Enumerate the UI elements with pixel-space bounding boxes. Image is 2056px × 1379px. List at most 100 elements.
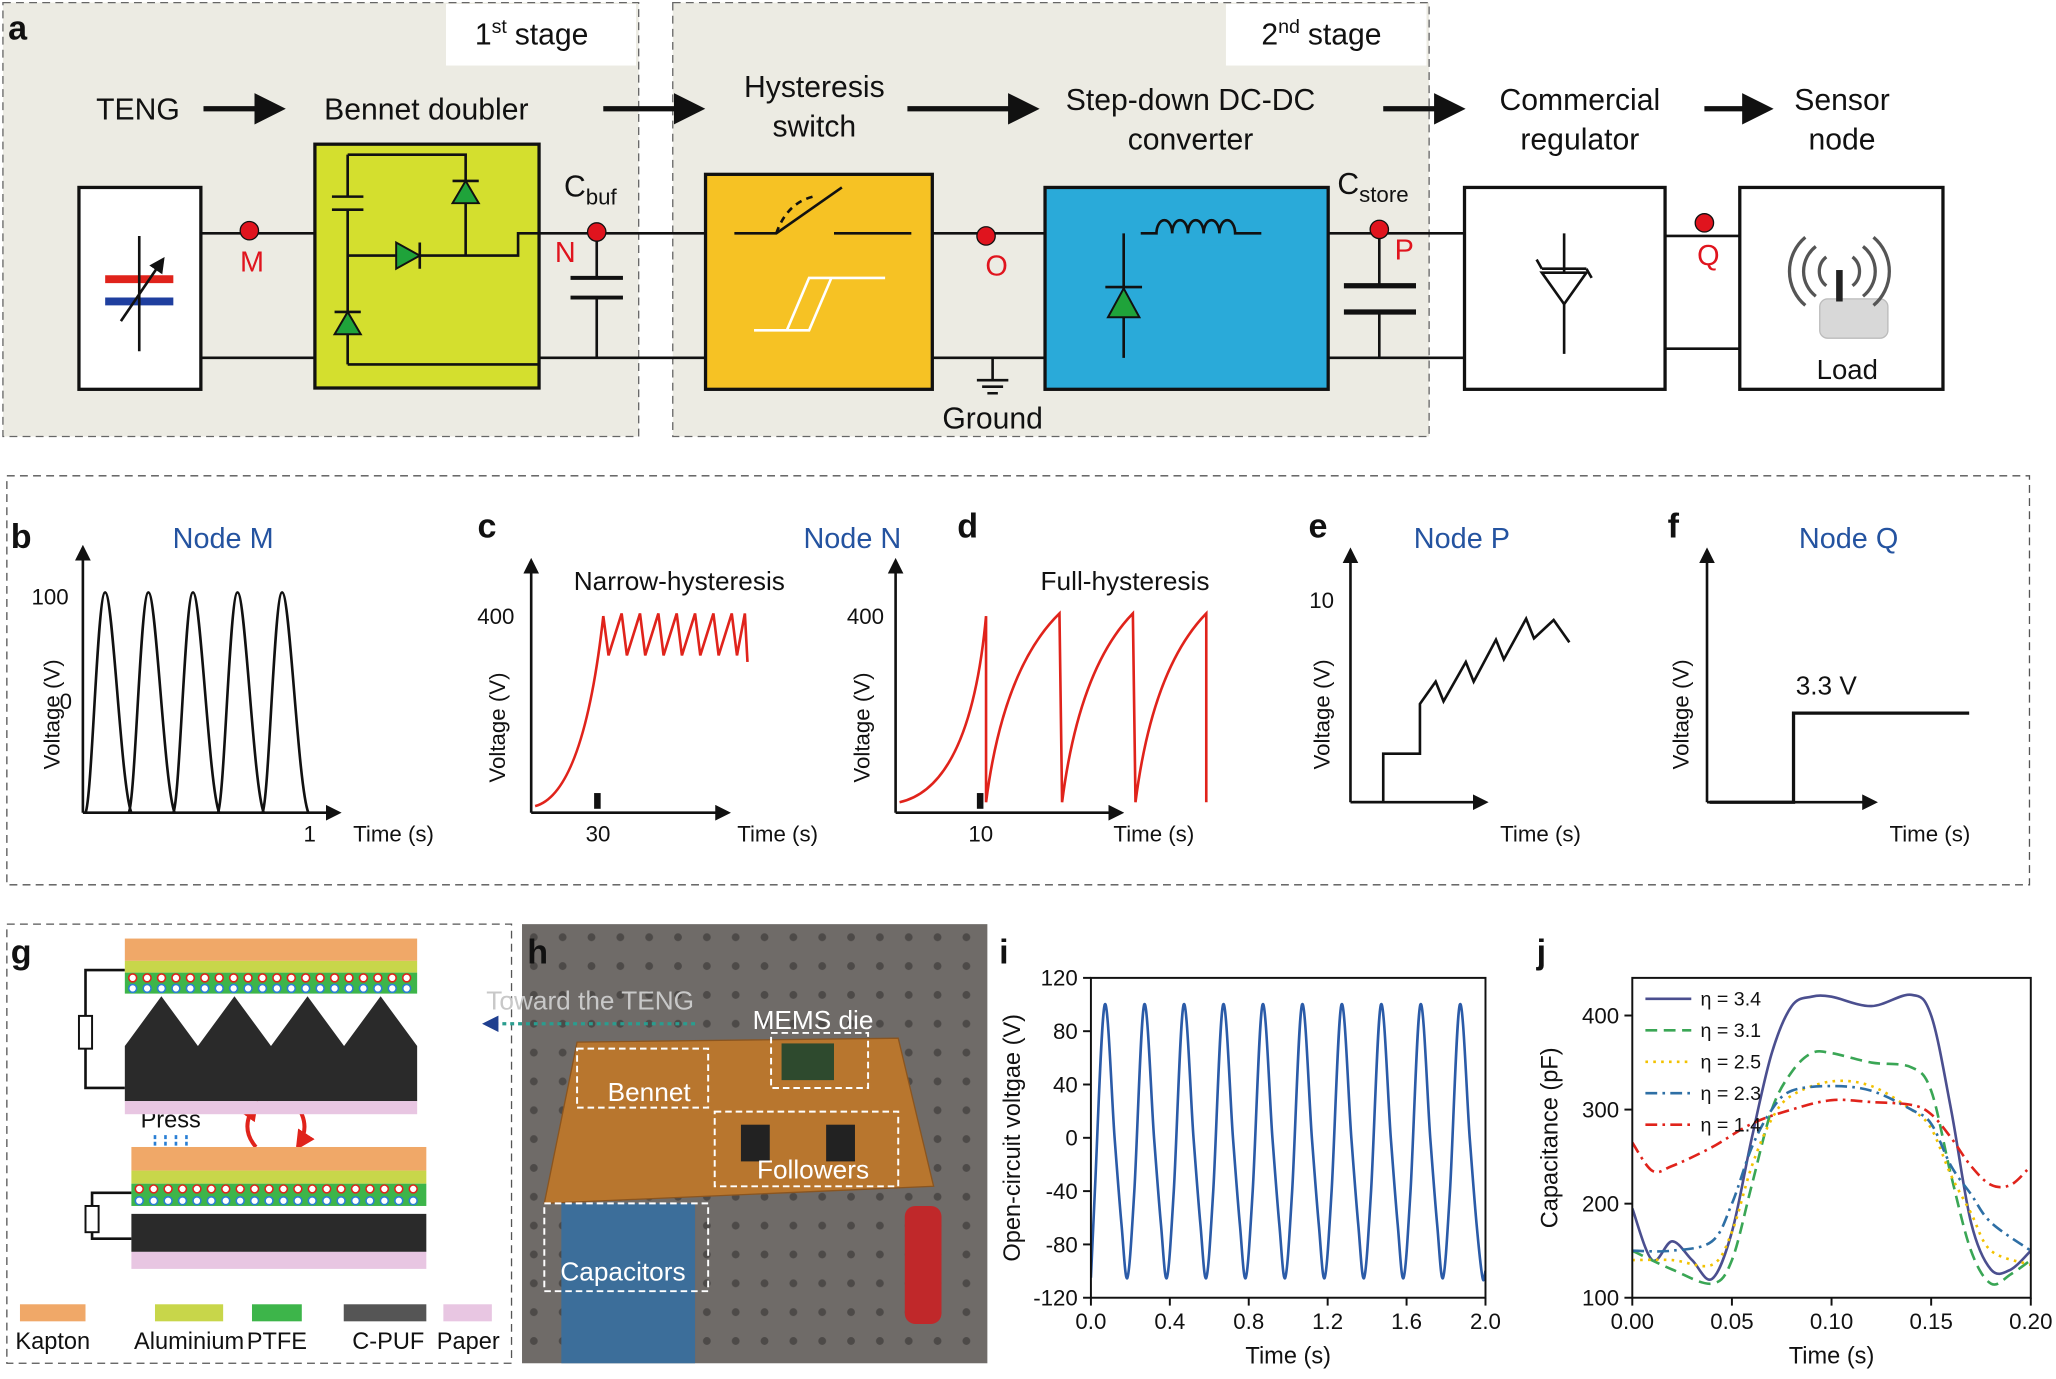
x-tick-label: 2.0 <box>1470 1309 1501 1334</box>
y-tick-label: 80 <box>1053 1019 1078 1044</box>
charge <box>293 1184 303 1194</box>
annotation: Toward the TENG <box>486 985 694 1015</box>
stage-label: 2nd stage <box>1261 16 1381 52</box>
y-tick-label: 100 <box>1582 1286 1619 1311</box>
charge <box>127 973 138 983</box>
mems-die <box>781 1043 834 1081</box>
y-tick-label: -40 <box>1046 1179 1078 1204</box>
charge <box>350 1196 361 1206</box>
block-label: Hysteresis <box>744 71 885 104</box>
charge <box>301 973 311 983</box>
legend-label: η = 2.5 <box>1700 1051 1761 1073</box>
charge <box>272 983 282 994</box>
charge <box>257 973 268 983</box>
tick-label: 100 <box>32 584 69 609</box>
charge <box>344 983 354 994</box>
charge <box>171 983 181 994</box>
charge <box>264 1184 274 1194</box>
charge <box>387 973 397 983</box>
y-axis-label: Open-circuit voltgae (V) <box>999 1014 1025 1262</box>
block-label: Bennet doubler <box>324 93 528 126</box>
panel-a: a 1st stage 2nd stage TENG Bennet doubler … <box>2 1 1945 438</box>
panel-label: g <box>11 933 32 971</box>
layer <box>131 1146 427 1171</box>
annotation: Followers <box>757 1154 869 1184</box>
panel-label: h <box>527 933 548 971</box>
charge <box>228 983 239 994</box>
coil-gap <box>1153 216 1249 246</box>
charge <box>336 1184 346 1194</box>
charge <box>134 1196 144 1206</box>
charge <box>286 973 297 983</box>
layer <box>124 960 418 973</box>
legend-label: η = 3.4 <box>1700 988 1761 1010</box>
waves <box>1787 236 1891 307</box>
axis-label: Voltage (V) <box>39 659 64 769</box>
charge <box>358 973 369 983</box>
x-tick-label: 0.15 <box>1909 1309 1952 1334</box>
cap-label: Cbuf <box>564 171 618 210</box>
c-puf <box>124 996 418 1102</box>
charge <box>315 983 325 994</box>
panel-title: Node P <box>1414 523 1510 555</box>
y-tick-label: -80 <box>1046 1232 1078 1257</box>
block-label: Sensor <box>1794 84 1889 117</box>
legend-label: Aluminium <box>134 1328 244 1354</box>
block-label: Commercial <box>1500 84 1661 117</box>
y-tick-label: 120 <box>1041 966 1078 991</box>
waveform <box>899 610 1208 804</box>
y-tick-label: 40 <box>1053 1072 1078 1097</box>
charge <box>142 983 152 994</box>
plot-frame <box>1089 976 1487 1299</box>
charge <box>329 973 340 983</box>
charge <box>293 1196 303 1206</box>
chip <box>826 1124 855 1162</box>
axis-label: Voltage (V) <box>1669 659 1694 769</box>
layer <box>124 938 418 961</box>
panel-title: Node Q <box>1799 523 1898 555</box>
layer <box>124 1101 418 1115</box>
charge <box>350 1184 361 1194</box>
charge <box>408 1196 418 1206</box>
y-tick-label: 400 <box>1582 1003 1619 1028</box>
charge <box>387 983 397 994</box>
charge <box>192 1184 202 1194</box>
y-tick-label: 200 <box>1582 1192 1619 1217</box>
charge <box>321 1196 332 1206</box>
block-label: TENG <box>96 93 180 126</box>
tick-label: 0 <box>60 689 72 714</box>
charge <box>163 1184 173 1194</box>
x-axis-label: Time (s) <box>1789 1342 1875 1368</box>
legend-swatch <box>154 1304 224 1322</box>
diodes <box>332 178 481 336</box>
panel-h: h Toward the TENG MEMS die Bennet Follow… <box>482 924 988 1364</box>
zener-triangle <box>1539 271 1589 307</box>
axis-label: Voltage (V) <box>849 672 874 782</box>
series-line <box>1090 1003 1486 1282</box>
axis-label: Time (s) <box>1113 822 1194 847</box>
charge <box>394 1184 404 1194</box>
legend-label: η = 3.1 <box>1700 1020 1761 1042</box>
charge <box>185 973 196 983</box>
switch-dash <box>775 195 814 234</box>
block-label: regulator <box>1520 123 1639 156</box>
legend-swatch <box>343 1304 427 1322</box>
charge <box>221 1196 231 1206</box>
axis-label: Time (s) <box>353 822 434 847</box>
charge <box>156 973 167 983</box>
plot-frame <box>1631 976 2032 1299</box>
annotation: Capacitors <box>560 1257 685 1287</box>
charge <box>272 973 282 983</box>
resistor <box>77 1014 94 1050</box>
load-label: Load <box>1817 354 1878 385</box>
block-label: node <box>1809 123 1876 156</box>
charge <box>286 983 297 994</box>
chip <box>740 1124 770 1162</box>
charge <box>163 1196 173 1206</box>
waveform <box>1709 711 1970 804</box>
panel-title: Node M <box>173 523 274 555</box>
charge <box>394 1196 404 1206</box>
charge <box>315 973 325 983</box>
tick-label: 30 <box>586 822 611 847</box>
